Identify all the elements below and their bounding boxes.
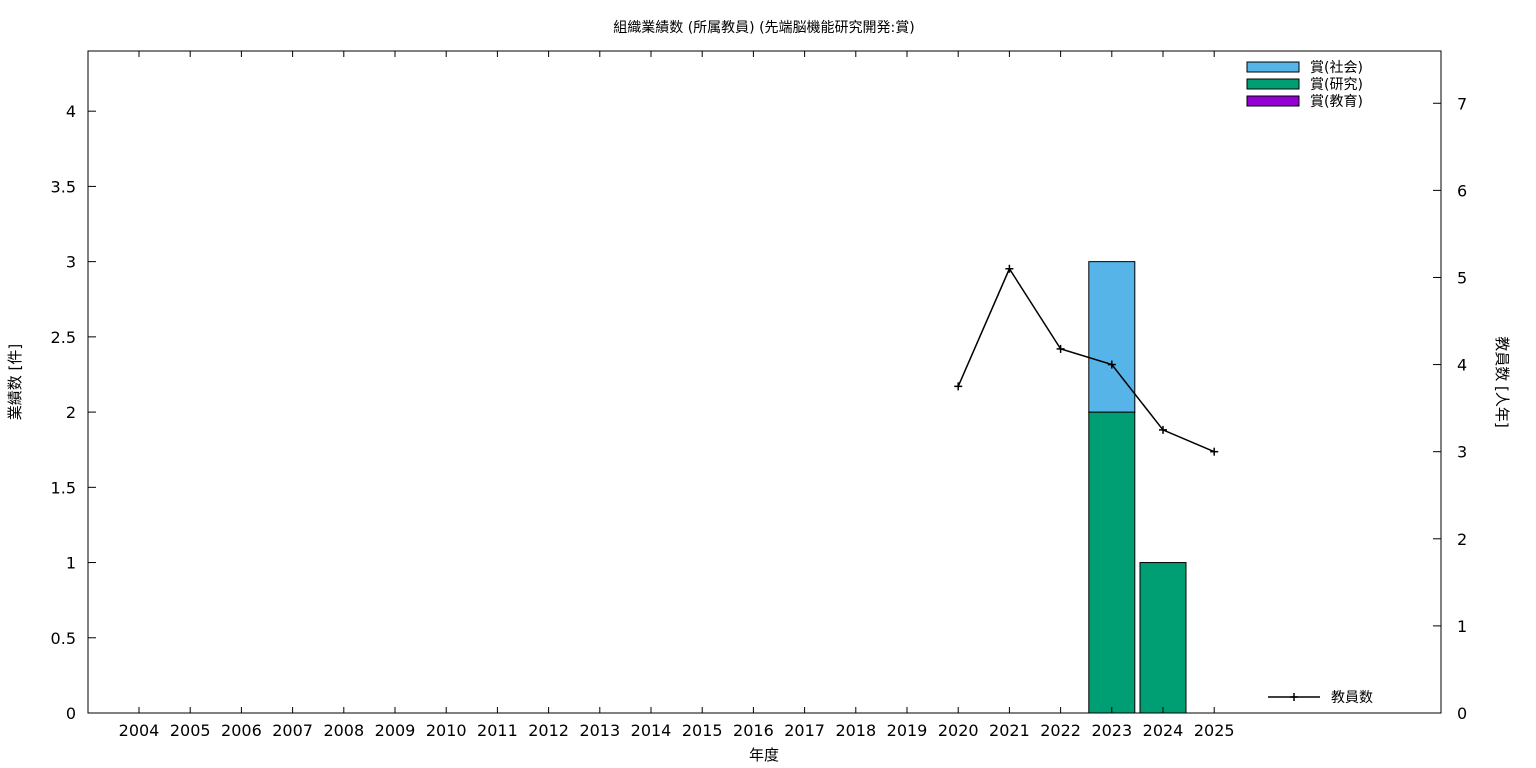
legend-swatch-1 [1246, 78, 1300, 90]
line-point-2020 [954, 382, 963, 391]
x-tick-label-2008: 2008 [323, 721, 364, 740]
plot-frame [87, 50, 1442, 714]
x-tick-label-2010: 2010 [426, 721, 467, 740]
y-tick-label-4: 4 [66, 102, 76, 121]
x-tick-label-2024: 2024 [1143, 721, 1184, 740]
bar-2024-series-0 [1139, 562, 1187, 714]
y-tick-label-2.5: 2.5 [51, 328, 76, 347]
x-tick-label-2012: 2012 [528, 721, 569, 740]
legend-line-label: 教員数 [1331, 690, 1373, 706]
x-tick-label-2023: 2023 [1091, 721, 1132, 740]
y-tick-label-1: 1 [66, 554, 76, 573]
x-tick-label-2007: 2007 [272, 721, 313, 740]
bar-2023-series-1 [1088, 261, 1136, 413]
y-tick-label-1.5: 1.5 [51, 478, 76, 497]
x-tick-label-2016: 2016 [733, 721, 774, 740]
line-point-2025 [1210, 447, 1219, 456]
legend-label-0: 賞(社会) [1310, 60, 1363, 76]
legend-label-1: 賞(研究) [1310, 77, 1363, 93]
x-tick-label-2017: 2017 [784, 721, 825, 740]
y-tick-label-3: 3 [66, 253, 76, 272]
y-tick-label-3.5: 3.5 [51, 177, 76, 196]
x-tick-label-2004: 2004 [119, 721, 160, 740]
chart-title: 組織業績数 (所属教員) (先端脳機能研究開発:賞) [613, 20, 914, 36]
y-axis-left: 0 0.5 1 1.5 2 2.5 3 3.5 4 [51, 102, 96, 723]
line-layer [954, 264, 1219, 456]
x-tick-label-2015: 2015 [682, 721, 723, 740]
line-point-2023 [1107, 360, 1116, 369]
legend-swatch-0 [1246, 61, 1300, 73]
y2-tick-label-7: 7 [1457, 94, 1467, 113]
y2-tick-label-4: 4 [1457, 356, 1467, 375]
y-axis-label: 業績数 [件] [6, 344, 24, 420]
x-tick-label-2011: 2011 [477, 721, 518, 740]
line-point-2022 [1056, 344, 1065, 353]
x-tick-label-2013: 2013 [579, 721, 620, 740]
y2-tick-label-0: 0 [1457, 704, 1467, 723]
y-tick-label-2: 2 [66, 403, 76, 422]
y-tick-label-0.5: 0.5 [51, 629, 76, 648]
line-series-teachers [957, 267, 1215, 453]
y-tick-label-0: 0 [66, 704, 76, 723]
y2-axis-label: 教員数 [人年] [1493, 336, 1511, 427]
x-tick-label-2021: 2021 [989, 721, 1030, 740]
x-tick-label-2018: 2018 [835, 721, 876, 740]
x-tick-label-2022: 2022 [1040, 721, 1081, 740]
legend-label-2: 賞(教育) [1310, 94, 1363, 110]
bar-2023-series-0 [1088, 411, 1136, 714]
y-axis-right: 0 1 2 3 4 5 6 7 [1433, 94, 1467, 723]
y2-tick-label-3: 3 [1457, 443, 1467, 462]
y2-tick-label-6: 6 [1457, 181, 1467, 200]
legend-swatch-2 [1246, 95, 1300, 107]
x-tick-label-2005: 2005 [170, 721, 211, 740]
x-axis: 2004 2005 2006 2007 2008 2009 2010 2011 2012 2013… [119, 51, 1235, 740]
y2-tick-label-5: 5 [1457, 268, 1467, 287]
bars-layer [1088, 261, 1187, 714]
y2-tick-label-2: 2 [1457, 530, 1467, 549]
line-point-2021 [1005, 264, 1014, 273]
x-tick-label-2014: 2014 [631, 721, 672, 740]
line-point-2024 [1159, 425, 1167, 434]
x-tick-label-2006: 2006 [221, 721, 262, 740]
legend: 賞(社会)賞(研究)賞(教育) 教員数 [1246, 60, 1373, 706]
x-tick-label-2025: 2025 [1194, 721, 1235, 740]
x-tick-label-2019: 2019 [887, 721, 928, 740]
x-tick-label-2009: 2009 [375, 721, 416, 740]
x-axis-label: 年度 [749, 746, 779, 764]
y2-tick-label-1: 1 [1457, 617, 1467, 636]
x-tick-label-2020: 2020 [938, 721, 979, 740]
